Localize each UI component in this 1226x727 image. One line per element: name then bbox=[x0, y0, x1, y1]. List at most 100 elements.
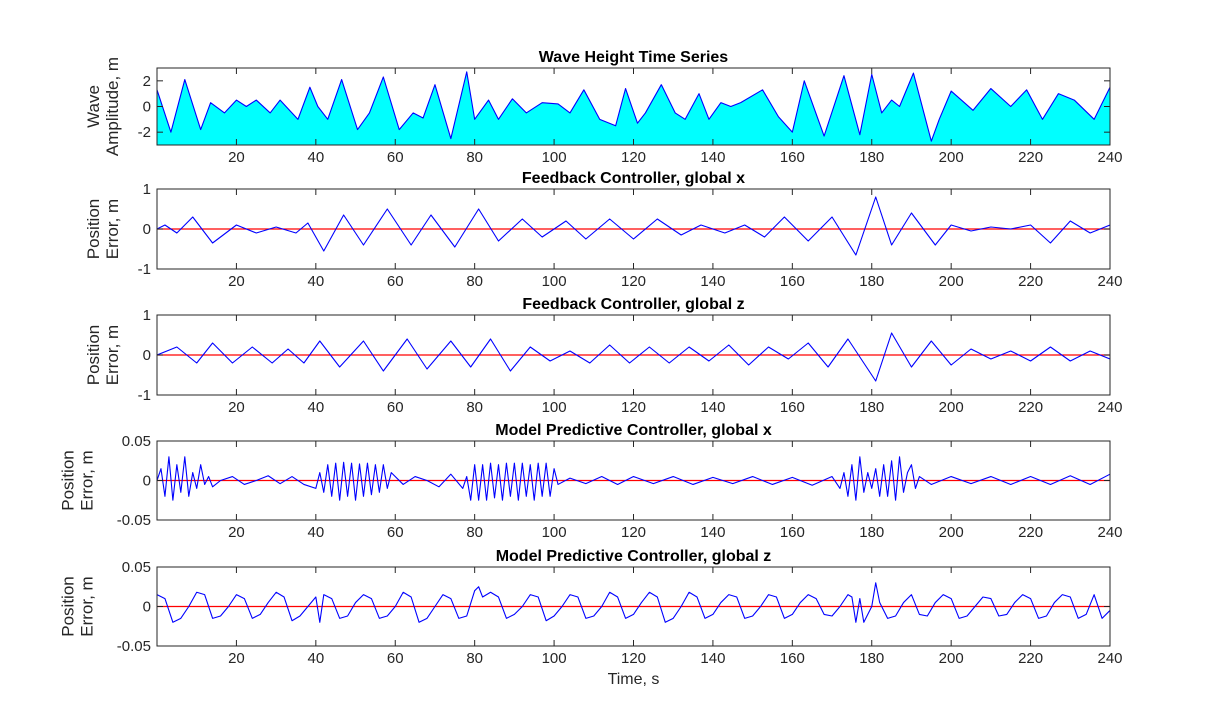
x-tick-label: 40 bbox=[307, 650, 324, 667]
x-tick-label: 60 bbox=[387, 149, 404, 166]
y-axis-label: Position bbox=[59, 576, 78, 636]
y-tick-label: 0 bbox=[143, 473, 151, 490]
x-tick-label: 40 bbox=[307, 524, 324, 541]
x-tick-label: 80 bbox=[466, 524, 483, 541]
x-tick-label: 240 bbox=[1097, 524, 1122, 541]
x-tick-label: 140 bbox=[700, 273, 725, 290]
x-tick-label: 180 bbox=[859, 273, 884, 290]
x-tick-label: 240 bbox=[1097, 273, 1122, 290]
x-tick-label: 140 bbox=[700, 524, 725, 541]
x-tick-label: 20 bbox=[228, 273, 245, 290]
x-tick-label: 240 bbox=[1097, 399, 1122, 416]
y-tick-label: 1 bbox=[143, 307, 151, 324]
y-tick-label: -2 bbox=[138, 124, 151, 141]
y-tick-label: -1 bbox=[138, 261, 151, 278]
chart-panel-4: 20 40 60 80 100 120 140 160 180 200 220 240 -0.05 0 0.… bbox=[59, 422, 1123, 541]
x-tick-label: 200 bbox=[939, 149, 964, 166]
series-line bbox=[157, 456, 1110, 501]
chart-title: Model Predictive Controller, global z bbox=[496, 548, 772, 565]
x-tick-label: 40 bbox=[307, 149, 324, 166]
x-tick-label: 160 bbox=[780, 149, 805, 166]
x-tick-label: 100 bbox=[542, 524, 567, 541]
x-tick-label: 100 bbox=[542, 650, 567, 667]
x-tick-label: 220 bbox=[1018, 273, 1043, 290]
x-tick-label: 100 bbox=[542, 273, 567, 290]
chart-title: Feedback Controller, global z bbox=[522, 296, 744, 313]
y-axis-label: Position bbox=[84, 325, 103, 385]
chart-panel-5: 20 40 60 80 100 120 140 160 180 200 220 240 -0.05 0 0.… bbox=[59, 548, 1123, 688]
y-axis-label: Error, m bbox=[103, 199, 122, 259]
x-tick-label: 80 bbox=[466, 273, 483, 290]
y-tick-label: -0.05 bbox=[117, 638, 151, 655]
series-line bbox=[157, 196, 1110, 256]
y-tick-label: 1 bbox=[143, 181, 151, 198]
x-tick-label: 180 bbox=[859, 149, 884, 166]
x-tick-label: 200 bbox=[939, 399, 964, 416]
x-axis-label: Time, s bbox=[608, 671, 660, 688]
chart-panel-2: 20 40 60 80 100 120 140 160 180 200 220 240 -1 0 1 Feed… bbox=[84, 170, 1123, 290]
y-tick-label: 0 bbox=[143, 347, 151, 364]
x-tick-label: 240 bbox=[1097, 650, 1122, 667]
y-tick-label: 0 bbox=[143, 599, 151, 616]
y-tick-label: 0 bbox=[143, 99, 151, 116]
x-tick-label: 180 bbox=[859, 650, 884, 667]
x-tick-label: 100 bbox=[542, 399, 567, 416]
x-tick-label: 160 bbox=[780, 273, 805, 290]
x-tick-label: 140 bbox=[700, 650, 725, 667]
x-tick-label: 180 bbox=[859, 399, 884, 416]
x-tick-label: 140 bbox=[700, 399, 725, 416]
x-tick-label: 160 bbox=[780, 399, 805, 416]
x-tick-label: 40 bbox=[307, 273, 324, 290]
chart-title: Feedback Controller, global x bbox=[522, 170, 745, 187]
x-tick-label: 100 bbox=[542, 149, 567, 166]
x-tick-label: 80 bbox=[466, 650, 483, 667]
y-axis-label: Error, m bbox=[103, 325, 122, 385]
x-tick-label: 60 bbox=[387, 650, 404, 667]
x-tick-label: 80 bbox=[466, 399, 483, 416]
x-tick-label: 200 bbox=[939, 524, 964, 541]
area-fill bbox=[157, 71, 1110, 145]
x-tick-label: 220 bbox=[1018, 524, 1043, 541]
y-axis-label: Position bbox=[84, 199, 103, 259]
series-line bbox=[157, 332, 1110, 382]
y-tick-label: 2 bbox=[143, 73, 151, 90]
series-line bbox=[157, 582, 1110, 623]
y-tick-label: 0 bbox=[143, 221, 151, 238]
x-tick-label: 20 bbox=[228, 149, 245, 166]
x-tick-label: 140 bbox=[700, 149, 725, 166]
y-tick-label: -0.05 bbox=[117, 512, 151, 529]
series-line bbox=[157, 71, 1110, 142]
x-tick-label: 20 bbox=[228, 650, 245, 667]
x-tick-label: 220 bbox=[1018, 149, 1043, 166]
y-axis-label: Amplitude, m bbox=[103, 57, 122, 156]
x-tick-label: 220 bbox=[1018, 650, 1043, 667]
x-tick-label: 120 bbox=[621, 149, 646, 166]
y-tick-label: -1 bbox=[138, 387, 151, 404]
y-axis-label: Position bbox=[59, 450, 78, 510]
x-tick-label: 60 bbox=[387, 399, 404, 416]
x-tick-label: 180 bbox=[859, 524, 884, 541]
chart-panel-1: 20 40 60 80 100 120 140 160 180 200 220 240 -2 0 2 Wave… bbox=[84, 49, 1123, 166]
x-tick-label: 120 bbox=[621, 273, 646, 290]
x-tick-label: 120 bbox=[621, 650, 646, 667]
y-tick-label: 0.05 bbox=[122, 433, 151, 450]
x-tick-label: 120 bbox=[621, 399, 646, 416]
x-tick-label: 160 bbox=[780, 650, 805, 667]
chart-title: Model Predictive Controller, global x bbox=[495, 422, 772, 439]
x-tick-label: 20 bbox=[228, 524, 245, 541]
x-tick-label: 200 bbox=[939, 650, 964, 667]
x-tick-label: 60 bbox=[387, 273, 404, 290]
x-tick-label: 160 bbox=[780, 524, 805, 541]
x-tick-label: 120 bbox=[621, 524, 646, 541]
chart-panel-3: 20 40 60 80 100 120 140 160 180 200 220 240 -1 0 1 Feed… bbox=[84, 296, 1123, 416]
y-tick-label: 0.05 bbox=[122, 559, 151, 576]
x-tick-label: 20 bbox=[228, 399, 245, 416]
x-tick-label: 60 bbox=[387, 524, 404, 541]
y-axis-label: Error, m bbox=[78, 450, 97, 510]
y-axis-label: Error, m bbox=[78, 576, 97, 636]
x-tick-label: 220 bbox=[1018, 399, 1043, 416]
y-axis-label: Wave bbox=[84, 85, 103, 128]
x-tick-label: 80 bbox=[466, 149, 483, 166]
x-tick-label: 40 bbox=[307, 399, 324, 416]
